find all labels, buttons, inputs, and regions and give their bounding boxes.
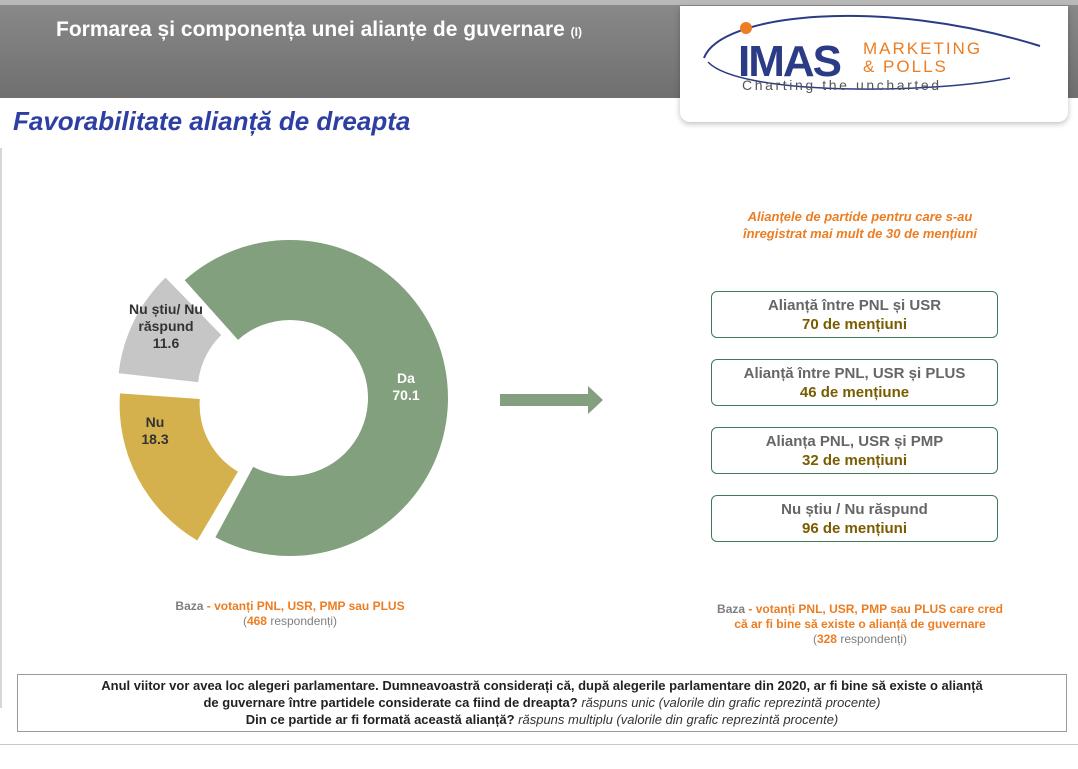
alliance-name: Alianță între PNL și USR xyxy=(767,297,942,314)
base-count: 328 xyxy=(816,632,837,646)
question-1-line1: Anul viitor vor avea loc alegeri parlame… xyxy=(101,678,983,693)
donut-slice-0 xyxy=(184,239,448,556)
page-title-suffix: (I) xyxy=(570,25,582,39)
left-divider xyxy=(0,148,2,708)
alliance-item-ns-nr: Nu știu / Nu răspund 96 de mențiuni xyxy=(711,495,998,542)
logo-tagline: Charting the uncharted xyxy=(742,77,942,93)
donut-slice-1 xyxy=(119,393,238,541)
alliance-item-pnl-usr: Alianță între PNL și USR 70 de mențiuni xyxy=(711,291,998,338)
header-edge xyxy=(0,0,1078,5)
alliances-title: Alianțele de partide pentru care s-au în… xyxy=(700,208,1020,242)
base-count: 468 xyxy=(246,614,267,628)
base-respondents: respondenți xyxy=(270,614,334,628)
alliance-name: Nu știu / Nu răspund xyxy=(781,501,928,518)
page-title-text: Formarea și componența unei alianțe de g… xyxy=(56,18,565,41)
logo-main: IMAS xyxy=(738,37,841,86)
logo-line2: & POLLS xyxy=(863,57,948,76)
slice-label-da: Da xyxy=(397,370,415,386)
base-label: Baza xyxy=(717,602,746,616)
slice-label-ns-line1: Nu știu/ Nu xyxy=(129,301,203,317)
right-base-note: Baza - votanți PNL, USR, PMP sau PLUS ca… xyxy=(660,602,1060,647)
alliance-count: 96 de mențiuni xyxy=(801,520,908,537)
alliances-title-line2: înregistrat mai mult de 30 de mențiuni xyxy=(742,226,978,241)
page-title: Formarea și componența unei alianțe de g… xyxy=(56,18,582,42)
logo-graphic: IMAS MARKETING & POLLS Charting the unch… xyxy=(703,14,1041,93)
question-2: Din ce partide ar fi formată această ali… xyxy=(245,712,515,727)
alliances-title-line1: Alianțele de partide pentru care s-au xyxy=(747,209,973,224)
alliance-item-pnl-usr-plus: Alianță între PNL, USR și PLUS 46 de men… xyxy=(711,359,998,406)
survey-question: Anul viitor vor avea loc alegeri parlame… xyxy=(17,674,1067,732)
alliance-name: Alianța PNL, USR și PMP xyxy=(765,433,944,450)
base-group-line1: votanți PNL, USR, PMP sau PLUS care cred xyxy=(755,602,1003,616)
donut-slice-2 xyxy=(118,277,222,383)
base-label: Baza xyxy=(175,599,204,613)
slice-label-ns-line2: răspund xyxy=(138,318,193,334)
logo-swoosh-top xyxy=(703,14,1041,59)
question-1-note: răspuns unic (valorile din grafic reprez… xyxy=(581,695,881,710)
donut-slices xyxy=(118,239,448,556)
alliance-count: 70 de mențiuni xyxy=(801,316,908,333)
slice-value-nu: 18.3 xyxy=(141,431,168,447)
chart-subtitle: Favorabilitate alianță de dreapta xyxy=(13,106,411,136)
logo-dot-icon xyxy=(740,22,752,34)
footer-divider xyxy=(0,744,1078,745)
left-base-note: Baza - votanți PNL, USR, PMP sau PLUS (4… xyxy=(175,599,405,628)
alliance-count: 46 de mențiune xyxy=(799,384,910,401)
slice-value-ns: 11.6 xyxy=(153,335,180,351)
imas-logo: IMAS MARKETING & POLLS Charting the unch… xyxy=(680,6,1068,122)
question-1-line2: de guvernare între partidele considerate… xyxy=(203,695,578,710)
arrow-right-icon xyxy=(500,386,603,414)
logo-line1: MARKETING xyxy=(863,39,982,58)
slice-value-da: 70.1 xyxy=(392,387,419,403)
alliance-name: Alianță între PNL, USR și PLUS xyxy=(743,365,966,382)
logo-swoosh-bottom xyxy=(707,61,1011,90)
alliance-item-pnl-usr-pmp: Alianța PNL, USR și PMP 32 de mențiuni xyxy=(711,427,998,474)
alliance-count: 32 de mențiuni xyxy=(801,452,908,469)
slice-label-nu: Nu xyxy=(146,414,165,430)
base-group: votanți PNL, USR, PMP sau PLUS xyxy=(214,599,405,613)
donut-chart: Da 70.1 Nu 18.3 Nu știu/ Nu răspund 11.6 xyxy=(118,239,448,556)
base-respondents: respondenți xyxy=(840,632,904,646)
base-group-line2: că ar fi bine să existe o alianță de guv… xyxy=(734,617,986,631)
question-2-note: răspuns multiplu (valorile din grafic re… xyxy=(518,712,839,727)
